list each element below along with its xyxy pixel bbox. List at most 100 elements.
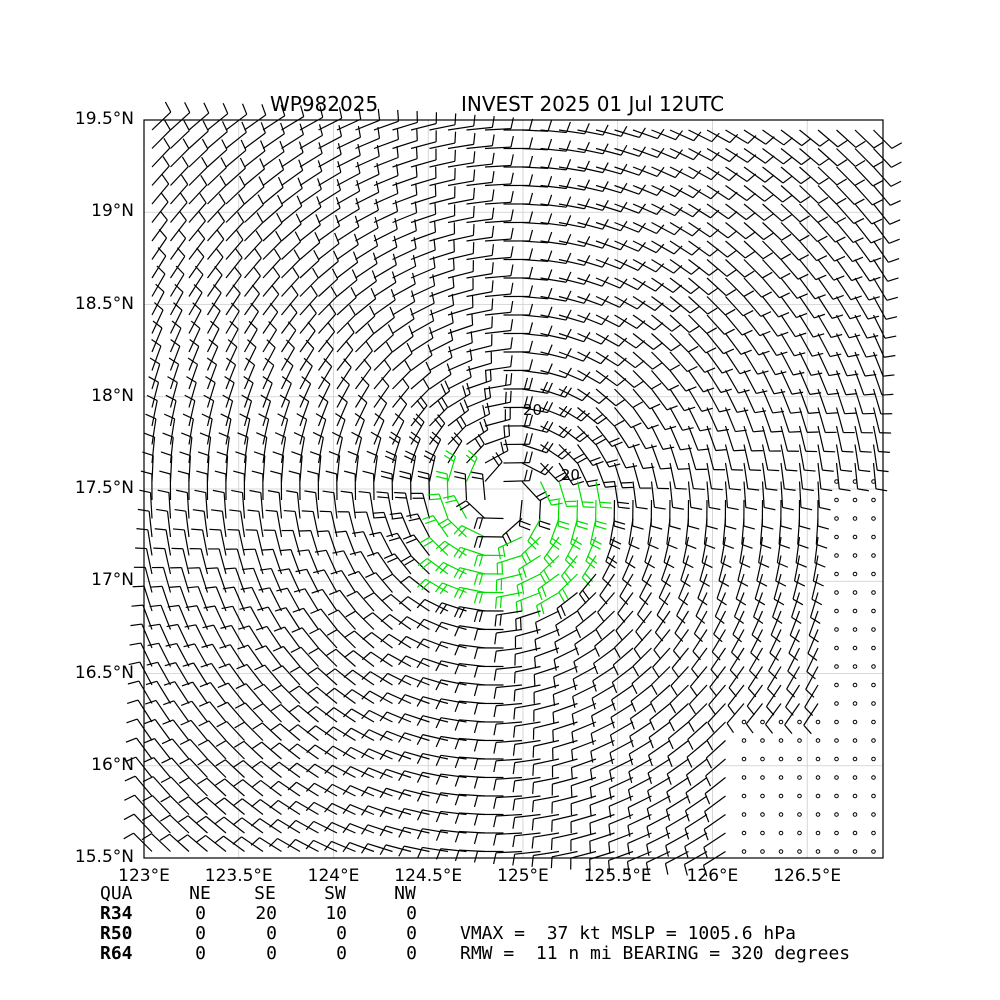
barb-feather (473, 795, 479, 808)
barb-staff (668, 721, 689, 740)
barb-feather (454, 756, 460, 769)
barb-staff (558, 184, 585, 191)
wind-barb (373, 324, 394, 353)
calm-dot (778, 738, 784, 743)
barb-staff (552, 758, 578, 767)
barb-staff (649, 703, 671, 721)
barb-staff (769, 629, 782, 654)
barb-feather (737, 580, 749, 587)
barb-feather (358, 107, 362, 120)
barb-staff (149, 492, 153, 519)
barb-staff (313, 839, 338, 853)
barb-feather (709, 248, 719, 257)
barb-staff (373, 156, 399, 168)
barb-feather (433, 220, 437, 233)
wind-barb (732, 610, 745, 643)
wind-barb (347, 450, 360, 482)
wind-barb (632, 333, 663, 351)
wind-barb (595, 258, 628, 270)
barb-feather (266, 339, 276, 348)
barb-staff (713, 610, 727, 635)
barb-staff (447, 359, 473, 372)
wind-barb (336, 233, 359, 260)
calm-dot (797, 849, 802, 854)
barb-staff (725, 203, 747, 221)
barb-feather (619, 298, 628, 308)
wind-barb (725, 203, 756, 221)
barb-staff (780, 277, 798, 299)
barb-feather (491, 134, 495, 146)
barb-feather (472, 224, 475, 236)
barb-staff (354, 455, 360, 482)
barb-feather (693, 150, 702, 161)
wind-barb (454, 606, 486, 619)
barb-feather (781, 214, 792, 222)
barb-feather (728, 687, 737, 697)
barb-staff (349, 823, 375, 834)
barb-feather (493, 815, 497, 828)
barb-staff (355, 209, 379, 224)
wind-barb (624, 536, 636, 569)
wind-barb (556, 592, 578, 620)
wind-barb (410, 184, 437, 205)
barb-feather (279, 394, 290, 402)
wind-barb (142, 776, 171, 797)
calm-dot (871, 571, 876, 577)
barb-staff (157, 662, 172, 686)
barb-feather (182, 138, 190, 149)
wind-barb (427, 493, 449, 519)
barb-staff (368, 729, 393, 742)
barb-staff (336, 401, 348, 427)
barb-staff (285, 607, 301, 630)
barb-feather (793, 371, 805, 376)
wind-barb (533, 702, 560, 722)
wind-barb (447, 365, 472, 390)
calm-dot (852, 553, 858, 558)
barb-staff (727, 684, 745, 706)
calm-dot (852, 571, 858, 577)
wind-barb (127, 680, 153, 704)
barb-staff (320, 608, 338, 630)
barb-feather (309, 628, 320, 635)
barb-feather (510, 264, 514, 276)
barb-staff (317, 419, 327, 445)
wind-barb (447, 313, 474, 335)
barb-staff (429, 423, 446, 445)
barb-feather (343, 358, 352, 368)
wind-barb (379, 672, 412, 686)
barb-feather (468, 365, 472, 378)
barb-staff (270, 568, 283, 593)
barb-feather (456, 419, 464, 430)
barb-feather (324, 803, 333, 813)
barb-feather (591, 434, 603, 442)
barb-feather (220, 413, 232, 420)
barb-feather (749, 469, 762, 471)
barb-staff (589, 813, 615, 824)
barb-feather (428, 326, 434, 339)
barb-feather (546, 422, 554, 433)
barb-feather (553, 659, 557, 671)
barb-feather (376, 491, 388, 494)
wind-barb (160, 776, 190, 797)
wind-barb (521, 420, 554, 433)
barb-staff (836, 240, 853, 262)
barb-staff (281, 205, 303, 223)
barb-feather (164, 413, 175, 420)
barb-staff (612, 647, 634, 666)
barb-staff (369, 671, 393, 686)
barb-staff (148, 511, 153, 538)
barb-staff (391, 403, 408, 427)
barb-staff (599, 573, 615, 596)
wind-barb (650, 444, 672, 470)
barb-staff (373, 592, 393, 612)
barb-feather (208, 339, 219, 348)
barb-feather (656, 186, 665, 196)
wind-barb (444, 450, 457, 482)
barb-feather (523, 414, 528, 427)
wind-barb (773, 573, 785, 606)
barb-staff (608, 813, 634, 825)
barb-feather (746, 192, 756, 201)
wind-barb (561, 555, 578, 586)
barb-feather (396, 146, 399, 158)
